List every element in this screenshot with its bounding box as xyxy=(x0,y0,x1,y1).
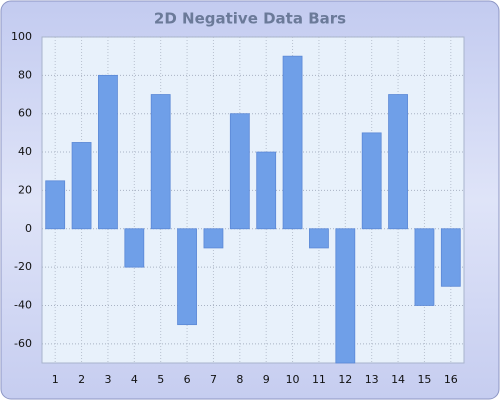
bar xyxy=(414,228,435,306)
x-tick-label: 3 xyxy=(104,373,111,386)
bar xyxy=(124,228,145,268)
bar xyxy=(361,132,382,230)
y-tick-label: 20 xyxy=(18,183,32,196)
x-tick-label: 9 xyxy=(263,373,270,386)
x-tick-label: 16 xyxy=(444,373,458,386)
x-tick-label: 1 xyxy=(52,373,59,386)
x-tick-label: 4 xyxy=(131,373,138,386)
y-tick-label: 0 xyxy=(25,222,32,235)
y-tick-label: -40 xyxy=(14,298,32,311)
x-tick-label: 5 xyxy=(157,373,164,386)
y-tick-label: -60 xyxy=(14,337,32,350)
x-tick-label: 12 xyxy=(338,373,352,386)
bar xyxy=(229,113,250,230)
bar xyxy=(256,151,277,230)
chart-title: 2D Negative Data Bars xyxy=(154,10,346,28)
bar xyxy=(177,228,197,326)
y-tick-label: -20 xyxy=(14,260,32,273)
bar xyxy=(440,228,461,287)
bar xyxy=(203,228,224,249)
bar xyxy=(309,228,329,249)
y-tick-label: 40 xyxy=(18,145,32,158)
x-tick-label: 14 xyxy=(391,373,405,386)
x-tick-label: 7 xyxy=(210,373,217,386)
x-tick-label: 10 xyxy=(286,373,300,386)
bar xyxy=(282,55,303,230)
bar xyxy=(71,142,92,230)
y-tick-label: 60 xyxy=(18,107,32,120)
bar xyxy=(150,94,171,230)
bar xyxy=(45,180,66,230)
x-tick-label: 13 xyxy=(365,373,379,386)
bar xyxy=(335,228,356,364)
x-tick-label: 15 xyxy=(417,373,431,386)
x-tick-label: 6 xyxy=(184,373,191,386)
y-tick-label: 100 xyxy=(11,30,32,43)
x-tick-label: 2 xyxy=(78,373,85,386)
bar xyxy=(98,74,118,230)
bar xyxy=(388,94,408,230)
y-tick-label: 80 xyxy=(18,68,32,81)
x-tick-label: 11 xyxy=(312,373,326,386)
x-tick-label: 8 xyxy=(236,373,243,386)
